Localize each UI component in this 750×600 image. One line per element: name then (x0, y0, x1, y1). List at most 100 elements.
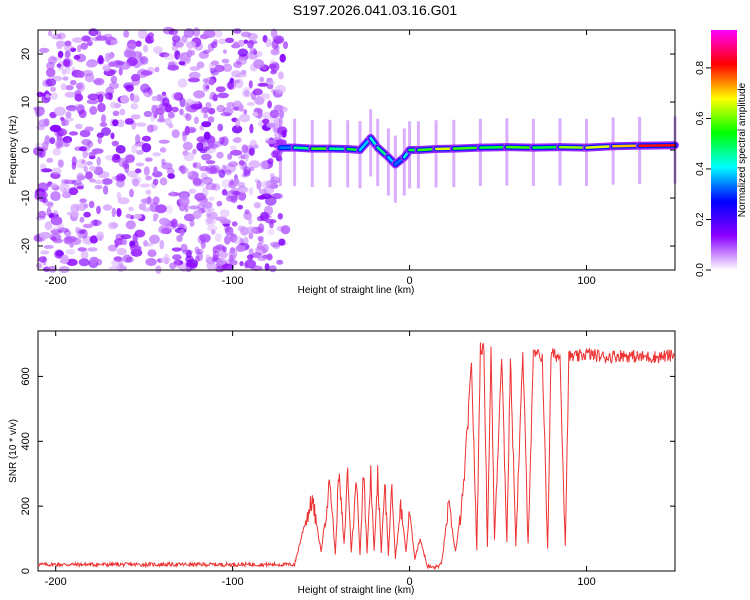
spectrogram-streak (393, 135, 397, 203)
noise-blob (82, 149, 88, 159)
noise-blob (259, 76, 265, 83)
noise-blob (226, 81, 237, 90)
noise-blob (50, 236, 57, 241)
noise-blob (99, 122, 108, 127)
spectrogram-streak (531, 118, 535, 186)
spectral-ridge-segment (505, 145, 535, 149)
noise-blob (226, 190, 238, 200)
noise-blob (73, 104, 85, 111)
noise-blob (221, 58, 230, 64)
noise-blob (253, 144, 259, 149)
noise-blob (63, 58, 71, 67)
noise-blob (71, 210, 80, 218)
noise-blob (57, 159, 64, 168)
noise-blob (88, 178, 96, 183)
noise-blob (267, 158, 274, 165)
noise-blob (183, 213, 196, 222)
x-tick-label: 100 (577, 275, 595, 287)
noise-blob (84, 144, 91, 152)
noise-blob (253, 59, 265, 69)
noise-blob (192, 210, 202, 220)
noise-blob (249, 186, 254, 196)
noise-blob (183, 113, 189, 119)
noise-blob (265, 38, 272, 48)
noise-blob (235, 244, 246, 252)
spectrogram-heatmap (33, 26, 679, 274)
noise-blob (180, 167, 190, 174)
noise-blob (161, 162, 173, 170)
noise-blob (164, 105, 173, 113)
noise-blob (57, 60, 64, 71)
spectrogram-streak (293, 118, 297, 186)
noise-blob (272, 242, 281, 249)
noise-blob (197, 234, 206, 244)
noise-blob (135, 40, 142, 47)
noise-blob (238, 186, 249, 193)
noise-blob (86, 161, 93, 166)
noise-blob (125, 154, 135, 163)
noise-blob (44, 221, 53, 231)
noise-blob (159, 147, 167, 153)
colorbar-tick-label: 0.4 (695, 162, 706, 176)
noise-blob (249, 47, 257, 55)
noise-blob (125, 84, 134, 92)
noise-blob (212, 94, 218, 102)
noise-blob (177, 78, 188, 88)
noise-blob (185, 102, 190, 112)
noise-blob (118, 67, 123, 76)
noise-blob (196, 251, 204, 262)
noise-blob (66, 258, 78, 266)
noise-blob (96, 156, 101, 166)
noise-blob (260, 160, 269, 170)
snr-xlabel: Height of straight line (km) (298, 585, 415, 596)
noise-blob (160, 227, 170, 234)
noise-blob (237, 48, 249, 57)
noise-blob (93, 219, 98, 227)
noise-blob (135, 134, 141, 144)
noise-blob (102, 65, 111, 72)
noise-blob (276, 225, 285, 232)
noise-blob (119, 61, 131, 70)
noise-blob (256, 242, 263, 250)
noise-blob (47, 202, 54, 208)
noise-blob (225, 169, 232, 176)
noise-blob (57, 50, 64, 59)
noise-blob (124, 118, 134, 125)
noise-blob (231, 260, 238, 266)
noise-blob (265, 139, 277, 144)
noise-blob (246, 101, 255, 107)
noise-blob (101, 178, 113, 185)
spectrogram-streak (358, 121, 362, 189)
noise-blob (41, 168, 53, 173)
noise-blob (82, 69, 94, 77)
noise-blob (107, 221, 118, 230)
snr-series-line (37, 342, 676, 571)
noise-blob (247, 32, 258, 41)
noise-blob (76, 185, 84, 190)
noise-blob (173, 258, 181, 268)
spectral-ridge-segment (558, 145, 588, 149)
noise-blob (259, 211, 270, 222)
noise-blob (57, 32, 66, 40)
noise-blob (140, 56, 149, 65)
noise-blob (159, 52, 170, 58)
noise-blob (47, 56, 58, 65)
noise-blob (115, 175, 120, 182)
noise-blob (141, 143, 152, 153)
noise-blob (186, 259, 199, 268)
noise-blob (171, 247, 182, 252)
noise-blob (107, 244, 118, 252)
noise-blob (39, 47, 50, 54)
noise-blob (233, 41, 239, 48)
noise-blob (97, 102, 106, 113)
spectrogram-streak (611, 117, 615, 185)
colorbar-ticks: 0.0 0.2 0.4 0.6 0.8 (695, 61, 711, 277)
noise-blob (167, 64, 179, 71)
noise-blob (262, 118, 270, 125)
noise-blob (177, 53, 190, 63)
noise-blob (257, 256, 267, 261)
spectrogram-streak (434, 120, 438, 188)
noise-blob (193, 116, 199, 125)
noise-blob (88, 28, 99, 37)
noise-blob (251, 252, 262, 258)
